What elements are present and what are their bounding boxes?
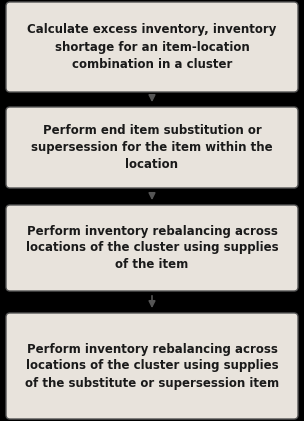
FancyBboxPatch shape <box>6 2 298 92</box>
FancyBboxPatch shape <box>6 313 298 419</box>
Text: Perform end item substitution or
supersession for the item within the
location: Perform end item substitution or superse… <box>31 124 273 171</box>
Text: Calculate excess inventory, inventory
shortage for an item-location
combination : Calculate excess inventory, inventory sh… <box>27 24 277 70</box>
FancyBboxPatch shape <box>6 107 298 188</box>
FancyBboxPatch shape <box>6 205 298 291</box>
Text: Perform inventory rebalancing across
locations of the cluster using supplies
of : Perform inventory rebalancing across loc… <box>26 224 278 272</box>
Text: Perform inventory rebalancing across
locations of the cluster using supplies
of : Perform inventory rebalancing across loc… <box>25 343 279 389</box>
